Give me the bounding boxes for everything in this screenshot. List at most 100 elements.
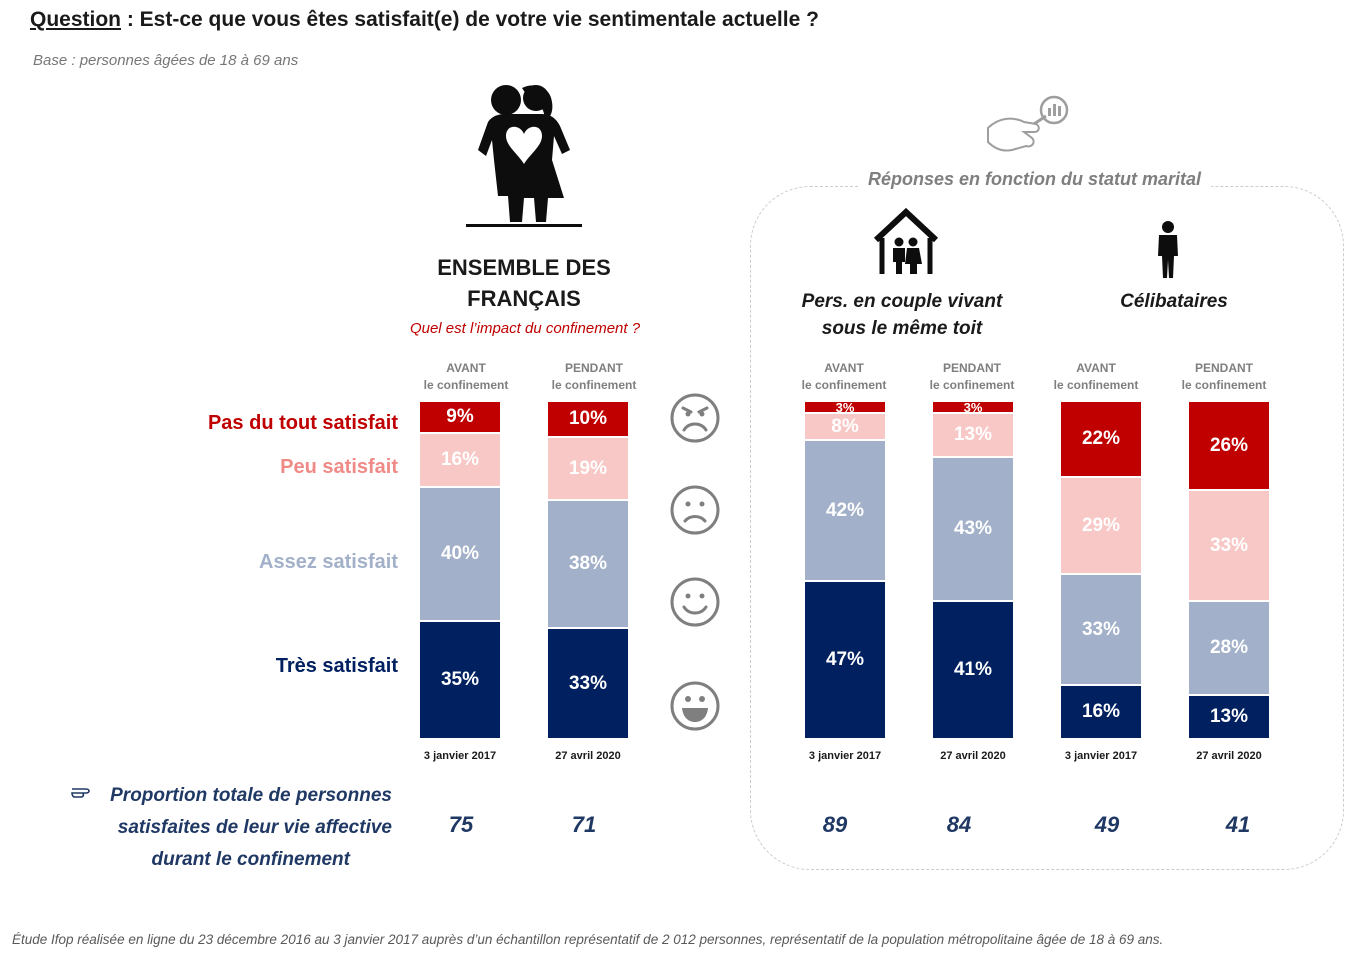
- proportion-label-line3: durant le confinement: [151, 849, 350, 870]
- bar-0-value-label-tres-satisfait: 35%: [440, 669, 480, 691]
- bar-1-segment-peu-satisfait: 19%: [548, 435, 628, 500]
- smiling-face-icon: [670, 577, 720, 627]
- question-text: : Est-ce que vous êtes satisfait(e) de v…: [121, 8, 819, 31]
- date-label-0: 3 janvier 2017: [423, 750, 497, 762]
- proportion-value-3: 84: [946, 812, 972, 837]
- bar-3-segment-pas-du-tout-satisfait: 3%: [933, 402, 1013, 413]
- bar-5-value-label-assez-satisfait: 28%: [1209, 637, 1249, 659]
- bar-5-value-label-peu-satisfait: 33%: [1209, 534, 1249, 556]
- column-header-2-line1: AVANT: [824, 361, 864, 375]
- stacked-bar-0: 9% 16% 40% 35%: [420, 402, 500, 738]
- proportion-value-2: 89: [822, 812, 848, 837]
- stacked-bar-2: 3% 8% 42% 47%: [805, 402, 885, 738]
- bar-4-value-label-tres-satisfait: 16%: [1081, 701, 1121, 723]
- column-header-4: AVANT le confinement: [1026, 360, 1166, 394]
- bar-0-segment-peu-satisfait: 16%: [420, 432, 500, 486]
- couple-silhouette-icon: [466, 85, 582, 227]
- bar-4-value-label-peu-satisfait: 29%: [1081, 514, 1121, 536]
- bar-5-segment-tres-satisfait: 13%: [1189, 694, 1269, 738]
- marital-status-label: Réponses en fonction du statut marital: [858, 169, 1212, 190]
- single-group-title: Célibataires: [1120, 291, 1228, 312]
- date-label-3: 27 avril 2020: [940, 750, 1006, 762]
- stacked-bar-5: 26% 33% 28% 13%: [1189, 402, 1269, 738]
- column-header-1-line2: le confinement: [551, 378, 637, 392]
- bar-4-segment-tres-satisfait: 16%: [1061, 684, 1141, 738]
- couple-title-line2: sous le même toit: [821, 318, 983, 339]
- column-header-4-line2: le confinement: [1053, 378, 1139, 392]
- bar-0-segment-pas-du-tout-satisfait: 9%: [420, 402, 500, 433]
- bar-4-segment-peu-satisfait: 29%: [1061, 475, 1141, 574]
- bar-1-segment-pas-du-tout-satisfait: 10%: [548, 402, 628, 436]
- column-header-3-line2: le confinement: [929, 378, 1015, 392]
- bar-3-segment-peu-satisfait: 13%: [933, 412, 1013, 456]
- column-header-1-line1: PENDANT: [564, 361, 623, 375]
- question-label: Question: [30, 8, 122, 31]
- bar-1-segment-assez-satisfait: 38%: [548, 499, 628, 628]
- bar-4-segment-pas-du-tout-satisfait: 22%: [1061, 402, 1141, 476]
- proportion-value-1: 71: [571, 812, 597, 837]
- date-label-2: 3 janvier 2017: [808, 750, 882, 762]
- bar-5-segment-assez-satisfait: 28%: [1189, 600, 1269, 695]
- bar-2-value-label-assez-satisfait: 42%: [825, 499, 865, 521]
- date-label-1: 27 avril 2020: [555, 750, 621, 762]
- column-header-0-line2: le confinement: [423, 378, 509, 392]
- bar-2-segment-tres-satisfait: 47%: [805, 580, 885, 738]
- bar-0-segment-assez-satisfait: 40%: [420, 486, 500, 621]
- bar-3-value-label-assez-satisfait: 43%: [953, 517, 993, 539]
- bar-1-value-label-assez-satisfait: 38%: [568, 553, 608, 575]
- bar-3-segment-assez-satisfait: 43%: [933, 455, 1013, 601]
- single-person-icon: [1158, 221, 1178, 278]
- proportion-label-line2: satisfaites de leur vie affective: [117, 817, 392, 838]
- house-family-icon: [873, 208, 939, 274]
- ensemble-title: ENSEMBLE DES FRANÇAIS: [424, 252, 624, 314]
- column-header-4-line1: AVANT: [1076, 361, 1116, 375]
- stacked-bar-3: 3% 13% 43% 41%: [933, 402, 1013, 738]
- column-header-5: PENDANT le confinement: [1154, 360, 1294, 394]
- proportion-label-line1: Proportion totale de personnes: [110, 785, 392, 806]
- pointing-hand-icon: [71, 788, 90, 798]
- stacked-bar-1: 10% 19% 38% 33%: [548, 402, 628, 738]
- column-header-1: PENDANT le confinement: [524, 360, 664, 394]
- column-header-2: AVANT le confinement: [774, 360, 914, 394]
- column-header-3: PENDANT le confinement: [902, 360, 1042, 394]
- ensemble-subtitle: Quel est l’impact du confinement ?: [409, 320, 641, 337]
- bar-5-value-label-pas-du-tout-satisfait: 26%: [1209, 434, 1249, 456]
- bar-3-value-label-pas-du-tout-satisfait: 3%: [963, 402, 983, 413]
- hand-magnifier-icon: [987, 95, 1069, 152]
- bar-2-value-label-tres-satisfait: 47%: [825, 649, 865, 671]
- proportion-value-5: 41: [1225, 812, 1251, 837]
- column-header-5-line2: le confinement: [1181, 378, 1267, 392]
- bar-4-value-label-pas-du-tout-satisfait: 22%: [1081, 427, 1121, 449]
- bar-4-segment-assez-satisfait: 33%: [1061, 573, 1141, 685]
- bar-2-value-label-pas-du-tout-satisfait: 3%: [835, 402, 855, 413]
- column-header-5-line1: PENDANT: [1194, 361, 1253, 375]
- bar-3-value-label-tres-satisfait: 41%: [953, 659, 993, 681]
- bar-0-value-label-pas-du-tout-satisfait: 9%: [446, 406, 474, 428]
- column-header-2-line2: le confinement: [801, 378, 887, 392]
- bar-0-value-label-assez-satisfait: 40%: [440, 543, 480, 565]
- bar-3-segment-tres-satisfait: 41%: [933, 600, 1013, 738]
- bar-4-value-label-assez-satisfait: 33%: [1081, 618, 1121, 640]
- couple-group-title: Pers. en couple vivant sous le même toit: [790, 288, 1014, 342]
- footer-note: Étude Ifop réalisée en ligne du 23 décem…: [12, 932, 1164, 947]
- couple-title-line1: Pers. en couple vivant: [801, 291, 1003, 312]
- base-note: Base : personnes âgées de 18 à 69 ans: [33, 52, 299, 69]
- grinning-face-icon: [670, 681, 720, 731]
- legend-tres-satisfait: Très satisfait: [275, 655, 398, 677]
- proportion-value-4: 49: [1094, 812, 1120, 837]
- proportion-value-0: 75: [448, 812, 474, 837]
- bar-2-segment-peu-satisfait: 8%: [805, 412, 885, 439]
- bar-5-segment-pas-du-tout-satisfait: 26%: [1189, 402, 1269, 490]
- bar-0-value-label-peu-satisfait: 16%: [440, 449, 480, 471]
- ensemble-title-line2: FRANÇAIS: [467, 286, 581, 311]
- bar-1-value-label-tres-satisfait: 33%: [568, 672, 608, 694]
- bar-3-value-label-peu-satisfait: 13%: [953, 423, 993, 445]
- bar-1-value-label-peu-satisfait: 19%: [568, 457, 608, 479]
- sad-face-icon: [670, 485, 720, 535]
- bar-0-segment-tres-satisfait: 35%: [420, 620, 500, 738]
- ensemble-title-line1: ENSEMBLE DES: [437, 255, 611, 280]
- bar-2-segment-pas-du-tout-satisfait: 3%: [805, 402, 885, 413]
- legend-pas-du-tout-satisfait: Pas du tout satisfait: [207, 412, 398, 434]
- column-header-3-line1: PENDANT: [942, 361, 1001, 375]
- bar-2-segment-assez-satisfait: 42%: [805, 438, 885, 581]
